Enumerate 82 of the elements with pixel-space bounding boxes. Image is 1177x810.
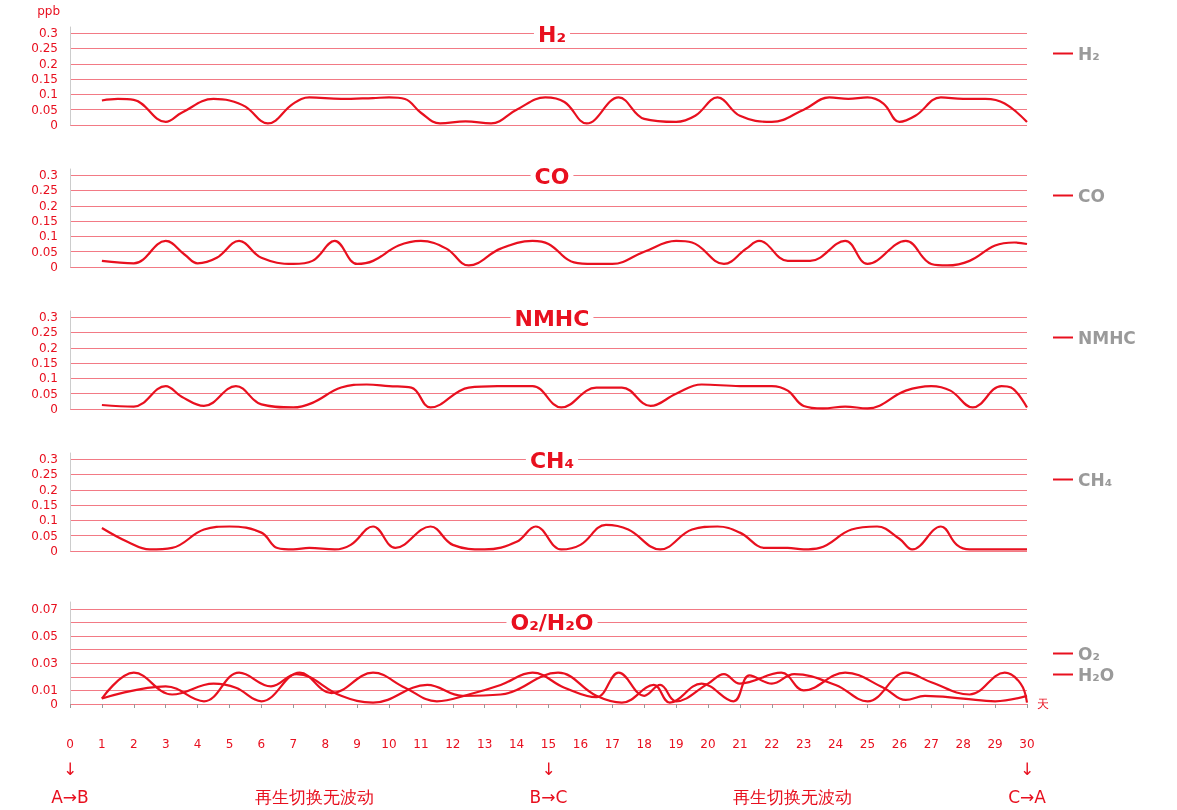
text: ↓ B→C xyxy=(529,759,568,807)
y-tick-label: 0.03 xyxy=(31,656,58,671)
y-tick-label: 0.3 xyxy=(38,310,58,325)
text: ↓ A→B xyxy=(51,759,89,807)
x-tick-label: 14 xyxy=(508,737,525,751)
text: 再生切换无波动 xyxy=(254,787,374,807)
y-tick-label: 0.25 xyxy=(31,467,58,482)
x-tick-label: 26 xyxy=(891,737,908,751)
y-tick-label: 0 xyxy=(50,697,58,711)
chart-title: CH₄ xyxy=(529,447,575,473)
y-tick-label: 0.05 xyxy=(31,386,58,401)
y-tick-label: 0 xyxy=(50,544,58,558)
x-tick-label: 30 xyxy=(1019,737,1035,751)
y-tick-label: 0.2 xyxy=(38,198,58,213)
x-tick-label: 9 xyxy=(353,737,361,751)
x-tick-label: 24 xyxy=(827,737,844,751)
y-tick-label: 0.1 xyxy=(38,229,58,244)
y-tick-label: 0 xyxy=(50,260,58,274)
y-tick-label: 0.05 xyxy=(31,629,58,643)
y-tick-label: 0.05 xyxy=(31,102,58,117)
x-tick-label: 8 xyxy=(321,737,330,751)
x-tick-label: 13 xyxy=(477,737,493,751)
x-tick-label: 0 xyxy=(66,737,74,751)
x-tick-label: 4 xyxy=(193,737,202,751)
y-tick-label: 0.05 xyxy=(31,528,58,543)
x-tick-label: 23 xyxy=(796,737,812,751)
x-tick-label: 12 xyxy=(445,737,461,751)
legend-label: NMHC xyxy=(1078,327,1136,348)
y-tick-label: 0.15 xyxy=(31,498,58,513)
y-tick-label: 0.25 xyxy=(31,183,58,198)
y-axis-title: ppb xyxy=(37,4,60,18)
y-tick-label: 0.1 xyxy=(38,87,58,102)
y-tick-label: 0.25 xyxy=(31,325,58,340)
y-tick-label: 0.01 xyxy=(31,683,58,698)
text: 再生切换无波动 xyxy=(733,787,853,807)
legend-label: H₂O xyxy=(1078,664,1115,685)
x-tick-label: 2 xyxy=(129,737,138,751)
y-tick-label: 0.3 xyxy=(38,26,58,41)
y-tick-label: 0 xyxy=(50,402,58,416)
chart-title: CO xyxy=(534,163,570,189)
y-tick-label: 0.2 xyxy=(38,482,58,497)
y-tick-label: 0.07 xyxy=(31,601,58,616)
legend-label: CH₄ xyxy=(1078,469,1113,490)
chart-title: H₂ xyxy=(537,21,567,47)
x-tick-label: 29 xyxy=(987,737,1003,751)
x-tick-label: 1 xyxy=(98,737,106,751)
y-tick-label: 0.3 xyxy=(38,452,58,467)
x-tick-label: 18 xyxy=(636,737,652,751)
legend-label: H₂ xyxy=(1078,43,1100,64)
y-tick-label: 0.1 xyxy=(38,513,58,528)
legend-label: CO xyxy=(1078,185,1105,206)
x-tick-label: 11 xyxy=(413,737,429,751)
x-tick-label: 25 xyxy=(859,737,876,751)
x-tick-label: 10 xyxy=(381,737,397,751)
y-tick-label: 0.05 xyxy=(31,244,58,259)
y-tick-label: 0.15 xyxy=(31,356,58,371)
chart-title: O₂/H₂O xyxy=(510,609,594,635)
x-tick-label: 20 xyxy=(700,737,716,751)
y-tick-label: 0.2 xyxy=(38,56,58,71)
y-tick-label: 0.15 xyxy=(31,214,58,229)
x-tick-label: 17 xyxy=(604,737,620,751)
text: ↓ C→A xyxy=(1008,759,1047,807)
y-tick-label: 0.15 xyxy=(31,72,58,87)
y-tick-label: 0.1 xyxy=(38,371,58,386)
chart-title: NMHC xyxy=(514,305,590,331)
x-tick-label: 16 xyxy=(572,737,589,751)
x-axis-title: 天 xyxy=(1037,697,1049,711)
x-tick-label: 7 xyxy=(289,737,298,751)
y-tick-label: 0.25 xyxy=(31,41,58,56)
y-tick-label: 0.3 xyxy=(38,168,58,183)
y-tick-label: 0.2 xyxy=(38,340,58,355)
x-tick-label: 27 xyxy=(923,737,939,751)
x-tick-label: 3 xyxy=(161,737,170,751)
x-tick-label: 28 xyxy=(955,737,971,751)
x-tick-label: 15 xyxy=(540,737,557,751)
x-tick-label: 21 xyxy=(732,737,748,751)
x-tick-label: 19 xyxy=(668,737,684,751)
x-tick-label: 5 xyxy=(225,737,234,751)
y-tick-label: 0 xyxy=(50,118,58,132)
legend-label: O₂ xyxy=(1078,643,1100,664)
x-tick-label: 22 xyxy=(764,737,780,751)
x-tick-label: 6 xyxy=(257,737,266,751)
